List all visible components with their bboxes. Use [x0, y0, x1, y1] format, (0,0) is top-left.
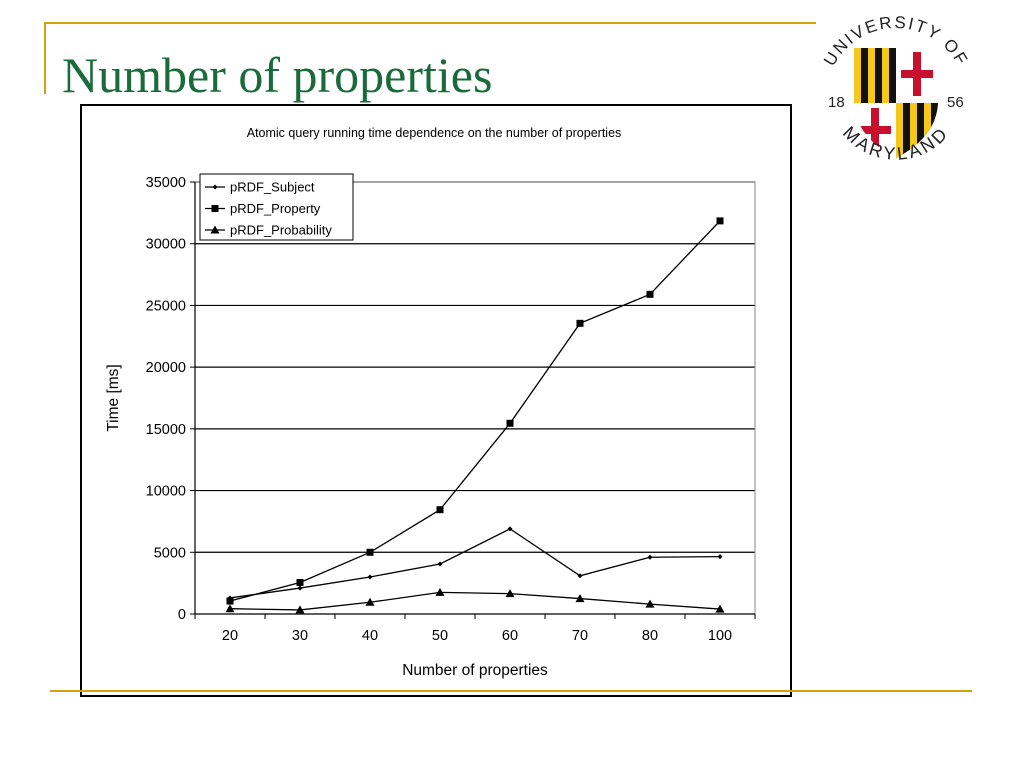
flag-stripe	[861, 48, 868, 103]
flag-stripe	[917, 103, 924, 158]
y-tick-label: 35000	[146, 175, 186, 191]
point-marker	[365, 597, 375, 606]
y-tick-label: 5000	[154, 545, 186, 561]
y-tick-label: 30000	[146, 237, 186, 253]
point-marker	[436, 506, 444, 514]
flag-stripe	[854, 48, 861, 103]
title-rule-vertical	[44, 22, 46, 94]
flag-stripe	[868, 48, 875, 103]
legend-box	[199, 173, 354, 241]
y-tick-label: 20000	[146, 360, 186, 376]
point-marker	[716, 217, 724, 225]
point-marker	[210, 225, 220, 234]
point-marker	[575, 594, 585, 603]
point-marker	[506, 419, 514, 427]
legend-label: pRDF_Probability	[230, 223, 332, 238]
point-marker	[366, 548, 374, 556]
x-tick-label: 50	[432, 628, 448, 644]
flag-stripe	[882, 48, 889, 103]
series-pRDF_Property	[226, 217, 724, 605]
series-line	[229, 528, 721, 599]
point-marker	[505, 589, 515, 598]
point-marker	[435, 587, 445, 596]
series-line	[229, 591, 721, 611]
x-tick-label: 60	[502, 628, 518, 644]
point-marker	[225, 604, 235, 613]
y-axis-label: Time [ms]	[105, 364, 122, 431]
point-marker	[211, 205, 219, 212]
x-tick-label: 80	[642, 628, 658, 644]
logo-year-left: 18	[828, 94, 845, 111]
legend-item: pRDF_Property	[205, 201, 321, 216]
point-marker	[576, 319, 584, 327]
point-marker	[295, 605, 305, 614]
legend-item: pRDF_Subject	[205, 180, 315, 195]
university-of-maryland-seal-logo: UNIVERSITY OF MARYLAND 18 56	[820, 13, 970, 164]
point-marker	[645, 599, 655, 608]
x-axis-label: Number of properties	[402, 662, 548, 679]
logo-year-right: 56	[947, 94, 964, 111]
point-marker	[647, 554, 653, 560]
plot-area	[194, 181, 756, 615]
x-tick-label: 100	[708, 628, 732, 644]
x-tick-label: 30	[292, 628, 308, 644]
x-tick-labels: 20 30 40 50 60 70 80 100	[222, 628, 732, 644]
y-tick-label: 10000	[146, 484, 186, 500]
line-chart: Atomic query running time dependence on …	[105, 126, 756, 679]
y-tick-label: 15000	[146, 422, 186, 438]
point-marker	[367, 574, 373, 580]
chart-title: Atomic query running time dependence on …	[247, 126, 622, 140]
flag-stripe	[903, 103, 910, 158]
legend-label: pRDF_Subject	[230, 180, 315, 195]
flag-stripe	[910, 103, 917, 158]
point-marker	[437, 561, 443, 567]
y-tick-label: 0	[178, 607, 186, 623]
y-tick-label: 25000	[146, 298, 186, 314]
point-marker	[577, 573, 583, 579]
point-marker	[297, 585, 303, 591]
point-marker	[212, 184, 218, 190]
point-marker	[296, 579, 304, 587]
x-tick-label: 20	[222, 628, 238, 644]
point-marker	[715, 604, 725, 613]
legend-item: pRDF_Probability	[205, 223, 332, 238]
series-pRDF_Subject	[227, 526, 723, 601]
slide-title: Number of properties	[62, 47, 493, 103]
flag-stripe	[924, 103, 931, 158]
flag-stripe	[896, 103, 903, 158]
x-tick-label: 70	[572, 628, 588, 644]
axes	[190, 181, 756, 619]
flag-stripe	[875, 48, 882, 103]
point-marker	[717, 554, 723, 560]
series-group	[225, 217, 725, 614]
title-rule-horizontal	[44, 22, 816, 24]
footer-rule	[50, 690, 972, 692]
series-line	[229, 220, 721, 602]
series-pRDF_Probability	[225, 587, 725, 614]
chart-frame: Atomic query running time dependence on …	[80, 104, 792, 697]
legend-label: pRDF_Property	[230, 201, 321, 216]
legend: pRDF_Subject pRDF_Property pRDF_Probabilit…	[199, 173, 354, 241]
flag-stripe	[889, 48, 896, 103]
y-tick-labels: 0 5000 10000 15000 20000 25000 30000 35000	[146, 175, 186, 623]
point-marker	[646, 290, 654, 298]
point-marker	[507, 526, 513, 532]
point-marker	[226, 597, 234, 605]
x-tick-label: 40	[362, 628, 378, 644]
